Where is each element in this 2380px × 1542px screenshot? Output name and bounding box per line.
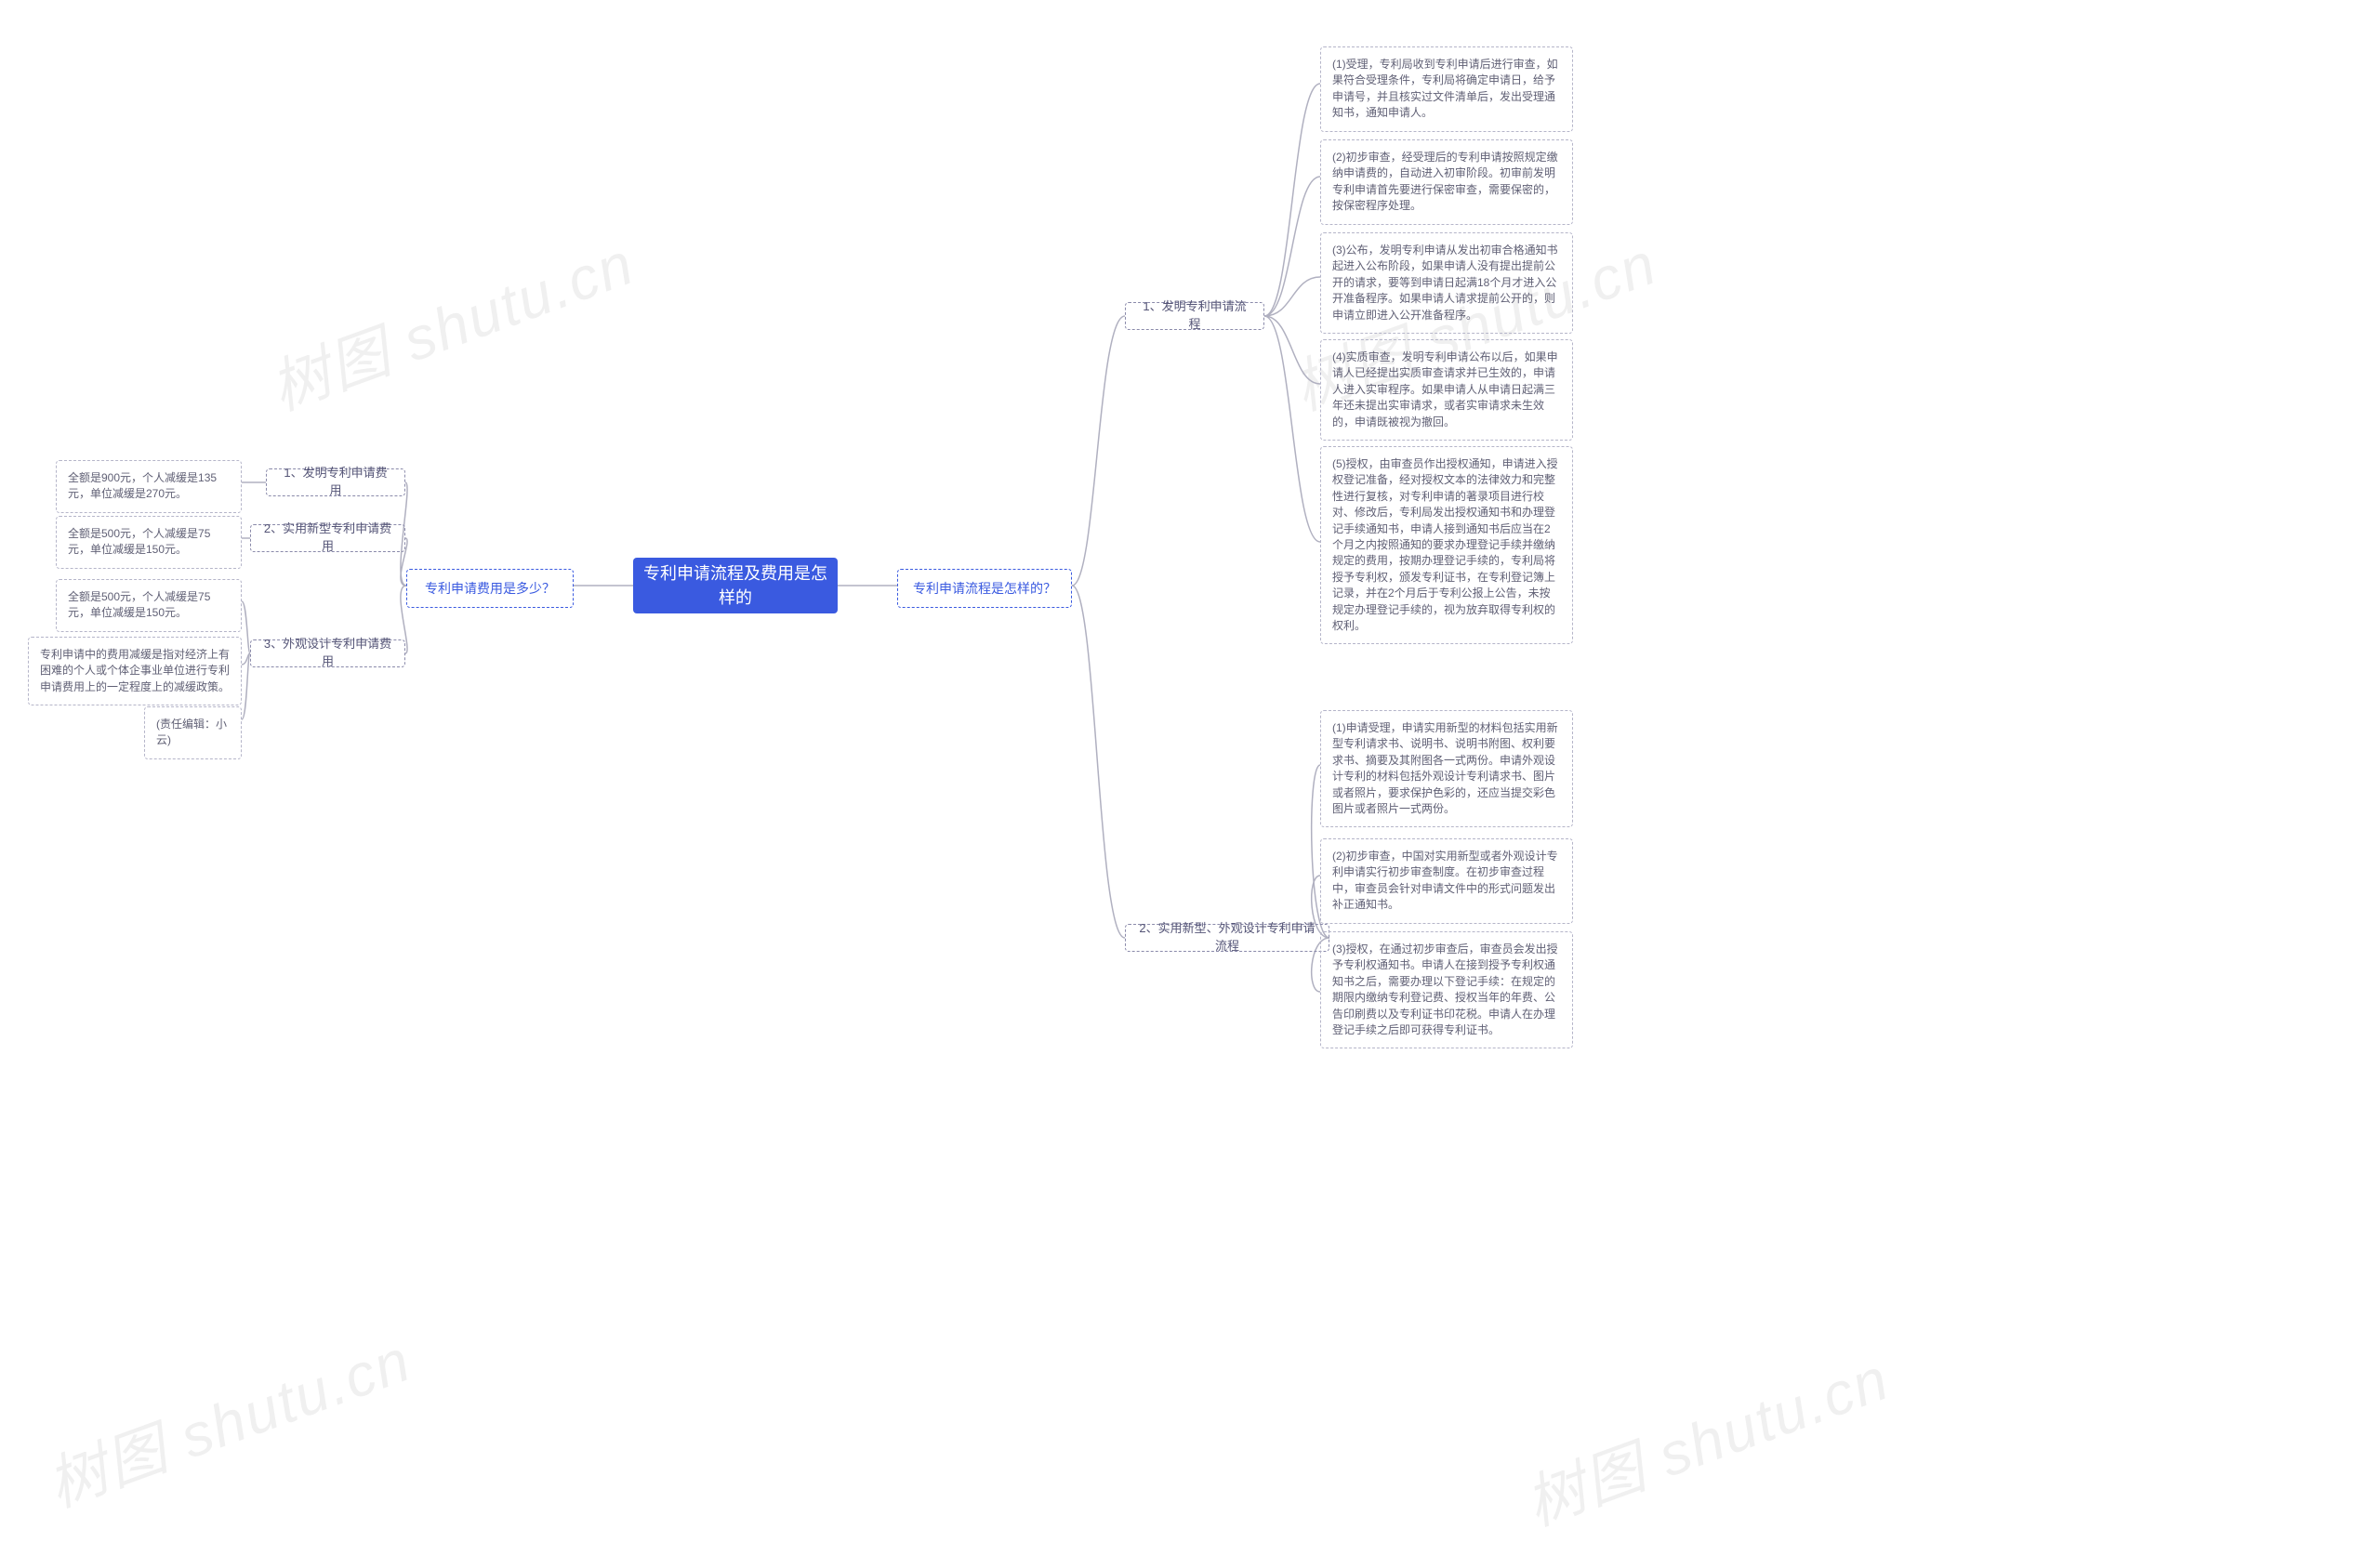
branch-process: 专利申请流程是怎样的？: [897, 569, 1072, 608]
leaf-proc2-1-text: (1)申请受理，申请实用新型的材料包括实用新型专利请求书、说明书、说明书附图、权…: [1332, 720, 1561, 817]
leaf-fee-2-text: 全额是500元，个人减缓是75元，单位减缓是150元。: [68, 526, 230, 559]
leaf-proc2-3: (3)授权，在通过初步审查后，审查员会发出授予专利权通知书。申请人在接到授予专利…: [1320, 931, 1573, 1048]
leaf-proc2-1: (1)申请受理，申请实用新型的材料包括实用新型专利请求书、说明书、说明书附图、权…: [1320, 710, 1573, 827]
leaf-proc1-4: (4)实质审查，发明专利申请公布以后，如果申请人已经提出实质审查请求并已生效的，…: [1320, 339, 1573, 441]
sub-fee-3: 3、外观设计专利申请费用: [250, 639, 405, 667]
leaf-fee-editor-text: (责任编辑：小云): [156, 717, 230, 749]
branch-fees: 专利申请费用是多少？: [406, 569, 574, 608]
leaf-fee-3a: 全额是500元，个人减缓是75元，单位减缓是150元。: [56, 579, 242, 632]
leaf-fee-3b-text: 专利申请中的费用减缓是指对经济上有困难的个人或个体企事业单位进行专利申请费用上的…: [40, 647, 230, 695]
sub-fee-1-label: 1、发明专利申请费用: [278, 465, 393, 500]
sub-proc-1-label: 1、发明专利申请流程: [1137, 298, 1252, 334]
leaf-fee-3b: 专利申请中的费用减缓是指对经济上有困难的个人或个体企事业单位进行专利申请费用上的…: [28, 637, 242, 705]
leaf-proc1-1: (1)受理，专利局收到专利申请后进行审查，如果符合受理条件，专利局将确定申请日，…: [1320, 46, 1573, 132]
watermark: 树图 shutu.cn: [258, 217, 644, 428]
leaf-proc1-2: (2)初步审查，经受理后的专利申请按照规定缴纳申请费的，自动进入初审阶段。初审前…: [1320, 139, 1573, 225]
leaf-proc1-4-text: (4)实质审查，发明专利申请公布以后，如果申请人已经提出实质审查请求并已生效的，…: [1332, 349, 1561, 430]
leaf-fee-3a-text: 全额是500元，个人减缓是75元，单位减缓是150元。: [68, 589, 230, 622]
leaf-proc2-2: (2)初步审查，中国对实用新型或者外观设计专利申请实行初步审查制度。在初步审查过…: [1320, 838, 1573, 924]
connector-layer: [0, 0, 2380, 1500]
leaf-proc2-3-text: (3)授权，在通过初步审查后，审查员会发出授予专利权通知书。申请人在接到授予专利…: [1332, 942, 1561, 1038]
sub-fee-3-label: 3、外观设计专利申请费用: [262, 636, 393, 671]
leaf-proc1-2-text: (2)初步审查，经受理后的专利申请按照规定缴纳申请费的，自动进入初审阶段。初审前…: [1332, 150, 1561, 215]
sub-fee-1: 1、发明专利申请费用: [266, 468, 405, 496]
sub-proc-2-label: 2、实用新型、外观设计专利申请流程: [1137, 920, 1317, 956]
leaf-fee-editor: (责任编辑：小云): [144, 706, 242, 759]
branch-process-label: 专利申请流程是怎样的？: [913, 579, 1056, 598]
leaf-proc1-5: (5)授权，由审查员作出授权通知，申请进入授权登记准备，经对授权文本的法律效力和…: [1320, 446, 1573, 644]
watermark: 树图 shutu.cn: [1513, 1332, 1899, 1542]
leaf-proc1-1-text: (1)受理，专利局收到专利申请后进行审查，如果符合受理条件，专利局将确定申请日，…: [1332, 57, 1561, 122]
root-label: 专利申请流程及费用是怎样的: [642, 561, 828, 610]
leaf-proc1-3: (3)公布，发明专利申请从发出初审合格通知书起进入公布阶段，如果申请人没有提出提…: [1320, 232, 1573, 334]
root-node: 专利申请流程及费用是怎样的: [633, 558, 838, 613]
sub-proc-1: 1、发明专利申请流程: [1125, 302, 1264, 330]
watermark: 树图 shutu.cn: [34, 1313, 421, 1524]
branch-fees-label: 专利申请费用是多少？: [425, 579, 555, 598]
sub-fee-2: 2、实用新型专利申请费用: [250, 524, 405, 552]
leaf-proc1-3-text: (3)公布，发明专利申请从发出初审合格通知书起进入公布阶段，如果申请人没有提出提…: [1332, 243, 1561, 323]
leaf-proc1-5-text: (5)授权，由审查员作出授权通知，申请进入授权登记准备，经对授权文本的法律效力和…: [1332, 456, 1561, 634]
leaf-proc2-2-text: (2)初步审查，中国对实用新型或者外观设计专利申请实行初步审查制度。在初步审查过…: [1332, 849, 1561, 914]
leaf-fee-2: 全额是500元，个人减缓是75元，单位减缓是150元。: [56, 516, 242, 569]
sub-proc-2: 2、实用新型、外观设计专利申请流程: [1125, 924, 1329, 952]
leaf-fee-1: 全额是900元，个人减缓是135元，单位减缓是270元。: [56, 460, 242, 513]
leaf-fee-1-text: 全额是900元，个人减缓是135元，单位减缓是270元。: [68, 470, 230, 503]
sub-fee-2-label: 2、实用新型专利申请费用: [262, 521, 393, 556]
